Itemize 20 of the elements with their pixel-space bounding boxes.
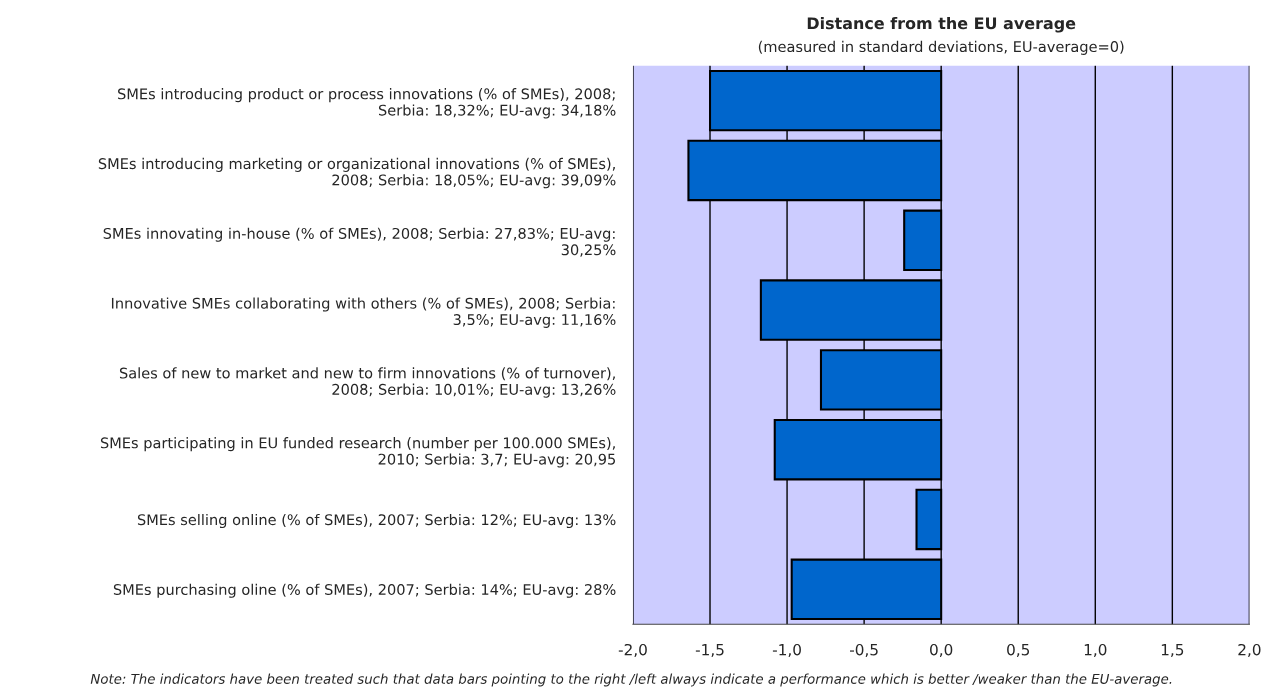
x-tick-label: 1,0 (1084, 643, 1107, 658)
y-tick-label: SMEs introducing marketing or organizational innovations (% of SMEs), 2008; Serbia: 18,05%; EU-avg: 39,09% (98, 157, 616, 189)
x-tick-label: -1,5 (695, 644, 724, 658)
x-tick-label: 2,0 (1238, 643, 1261, 658)
y-tick-label: SMEs introducing product or process innovations (% of SMEs), 2008; Serbia: 18,32%; EU-avg: 34,18% (118, 88, 616, 119)
x-tick-label: -0,5 (849, 643, 878, 658)
y-tick-label: Sales of new to market and new to firm innovations (% of turnover), 2008; Serbia: 10,01%; EU-avg: 13,26% (119, 367, 616, 398)
y-tick-label: SMEs participating in EU funded research (number per 100.000 SMEs), 2010; Serbia: 3,7; EU-avg: 20,95 (100, 437, 616, 468)
chart-subtitle: (measured in standard deviations, EU-average=0) (758, 40, 1124, 55)
y-tick-label: SMEs innovating in-house (% of SMEs), 2008; Serbia: 27,83%; EU-avg: 30,25% (103, 227, 616, 257)
y-tick-label: SMEs purchasing oline (% of SMEs), 2007; Serbia: 14%; EU-avg: 28% (113, 583, 616, 598)
x-tick-label: 0,5 (1007, 643, 1030, 658)
text: Note: The indicators have been treated such that data bars pointing to the right /left always indicate a performance which is better /weaker than the EU-average. (90, 673, 1172, 687)
chart-title: Distance from the EU average (807, 16, 1076, 33)
y-tick-label: Innovative SMEs collaborating with others (% of SMEs), 2008; Serbia: 3,5%; EU-avg: 11,16% (111, 297, 616, 328)
y-tick-label: SMEs selling online (% of SMEs), 2007; Serbia: 12%; EU-avg: 13% (137, 513, 616, 529)
x-tick-label: -2,0 (618, 643, 647, 658)
x-tick-label: 0,0 (930, 643, 953, 658)
x-tick-label: 1,5 (1161, 644, 1184, 658)
x-tick-label: -1,0 (772, 643, 801, 658)
